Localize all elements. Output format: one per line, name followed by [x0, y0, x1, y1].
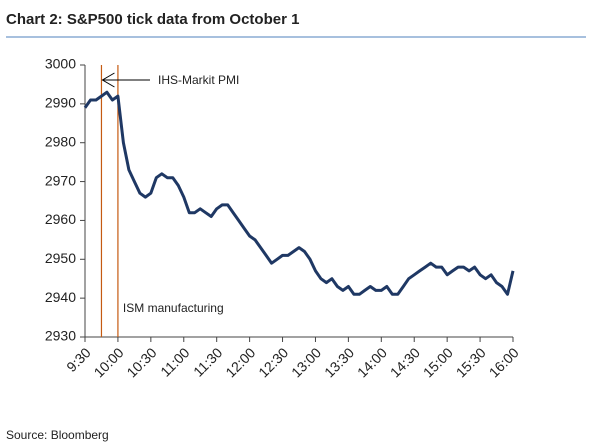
x-tick-label: 16:00 — [486, 344, 522, 380]
x-tick-label: 11:00 — [157, 344, 193, 380]
price-line — [83, 90, 515, 296]
x-tick-label: 10:30 — [123, 344, 159, 380]
x-tick-label: 12:00 — [222, 344, 258, 380]
annotation: ISM manufacturing — [123, 301, 224, 315]
x-tick-label: 14:00 — [354, 344, 390, 380]
source: Source: Bloomberg — [6, 428, 109, 442]
x-tick-label: 12:30 — [255, 344, 291, 380]
y-tick-label: 2960 — [45, 211, 76, 227]
annotation: IHS-Markit PMI — [158, 73, 239, 87]
x-tick-label: 14:30 — [387, 344, 423, 380]
x-tick-label: 13:00 — [288, 344, 324, 380]
y-tick-label: 2990 — [45, 95, 76, 111]
y-tick-label: 2930 — [45, 328, 76, 344]
y-tick-label: 3000 — [45, 56, 76, 72]
y-tick-label: 2970 — [45, 172, 76, 188]
x-tick-label: 9:30 — [63, 344, 94, 375]
x-tick-label: 13:30 — [321, 344, 357, 380]
x-tick-label: 15:30 — [453, 344, 489, 380]
x-tick-label: 11:30 — [190, 344, 226, 380]
chart-title: Chart 2: S&P500 tick data from October 1 — [6, 11, 299, 28]
x-tick-label: 15:00 — [420, 344, 456, 380]
arrow-head — [101, 72, 115, 88]
y-tick-label: 2940 — [45, 289, 76, 305]
y-tick-label: 2980 — [45, 133, 76, 149]
x-tick-label: 10:00 — [91, 344, 127, 380]
y-tick-label: 2950 — [45, 250, 76, 266]
